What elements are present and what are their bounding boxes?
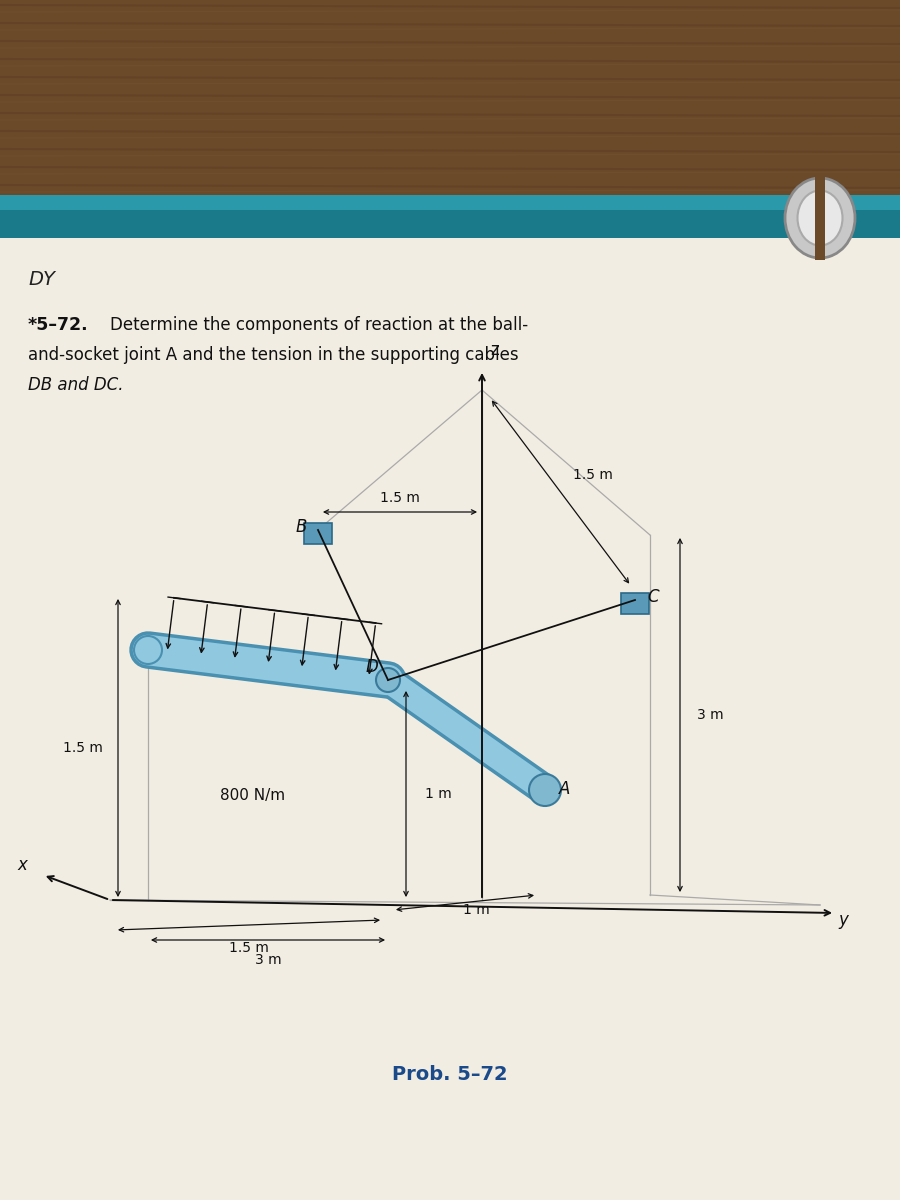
Circle shape — [529, 774, 561, 806]
Circle shape — [134, 636, 162, 664]
Text: 1.5 m: 1.5 m — [63, 740, 103, 755]
Text: z: z — [490, 341, 499, 359]
Text: x: x — [17, 856, 27, 874]
Circle shape — [376, 668, 400, 692]
Polygon shape — [621, 593, 649, 614]
Text: DY: DY — [28, 270, 55, 289]
Bar — [815, 176, 825, 260]
Bar — [0, 238, 900, 1200]
Bar — [0, 194, 900, 240]
Text: 1 m: 1 m — [463, 902, 490, 917]
Bar — [0, 194, 900, 210]
Text: *5–72.: *5–72. — [28, 316, 88, 334]
Text: A: A — [559, 780, 571, 798]
Text: B: B — [296, 518, 308, 536]
Ellipse shape — [785, 178, 855, 258]
Text: and-socket joint A and the tension in the supporting cables: and-socket joint A and the tension in th… — [28, 346, 518, 364]
Text: Determine the components of reaction at the ball-: Determine the components of reaction at … — [110, 316, 528, 334]
Text: 1.5 m: 1.5 m — [573, 468, 613, 482]
Text: D: D — [366, 658, 379, 676]
Text: 1.5 m: 1.5 m — [380, 491, 420, 505]
Bar — [0, 0, 900, 220]
Text: 800 N/m: 800 N/m — [220, 788, 285, 803]
Polygon shape — [304, 523, 332, 544]
Text: 3 m: 3 m — [255, 953, 282, 967]
Text: C: C — [647, 588, 659, 606]
Text: y: y — [838, 911, 848, 929]
Text: DB and DC.: DB and DC. — [28, 376, 123, 394]
Text: 1.5 m: 1.5 m — [230, 941, 269, 955]
Text: 1 m: 1 m — [425, 787, 452, 802]
Text: 3 m: 3 m — [697, 708, 724, 722]
Ellipse shape — [797, 191, 842, 246]
Text: Prob. 5–72: Prob. 5–72 — [392, 1066, 508, 1084]
